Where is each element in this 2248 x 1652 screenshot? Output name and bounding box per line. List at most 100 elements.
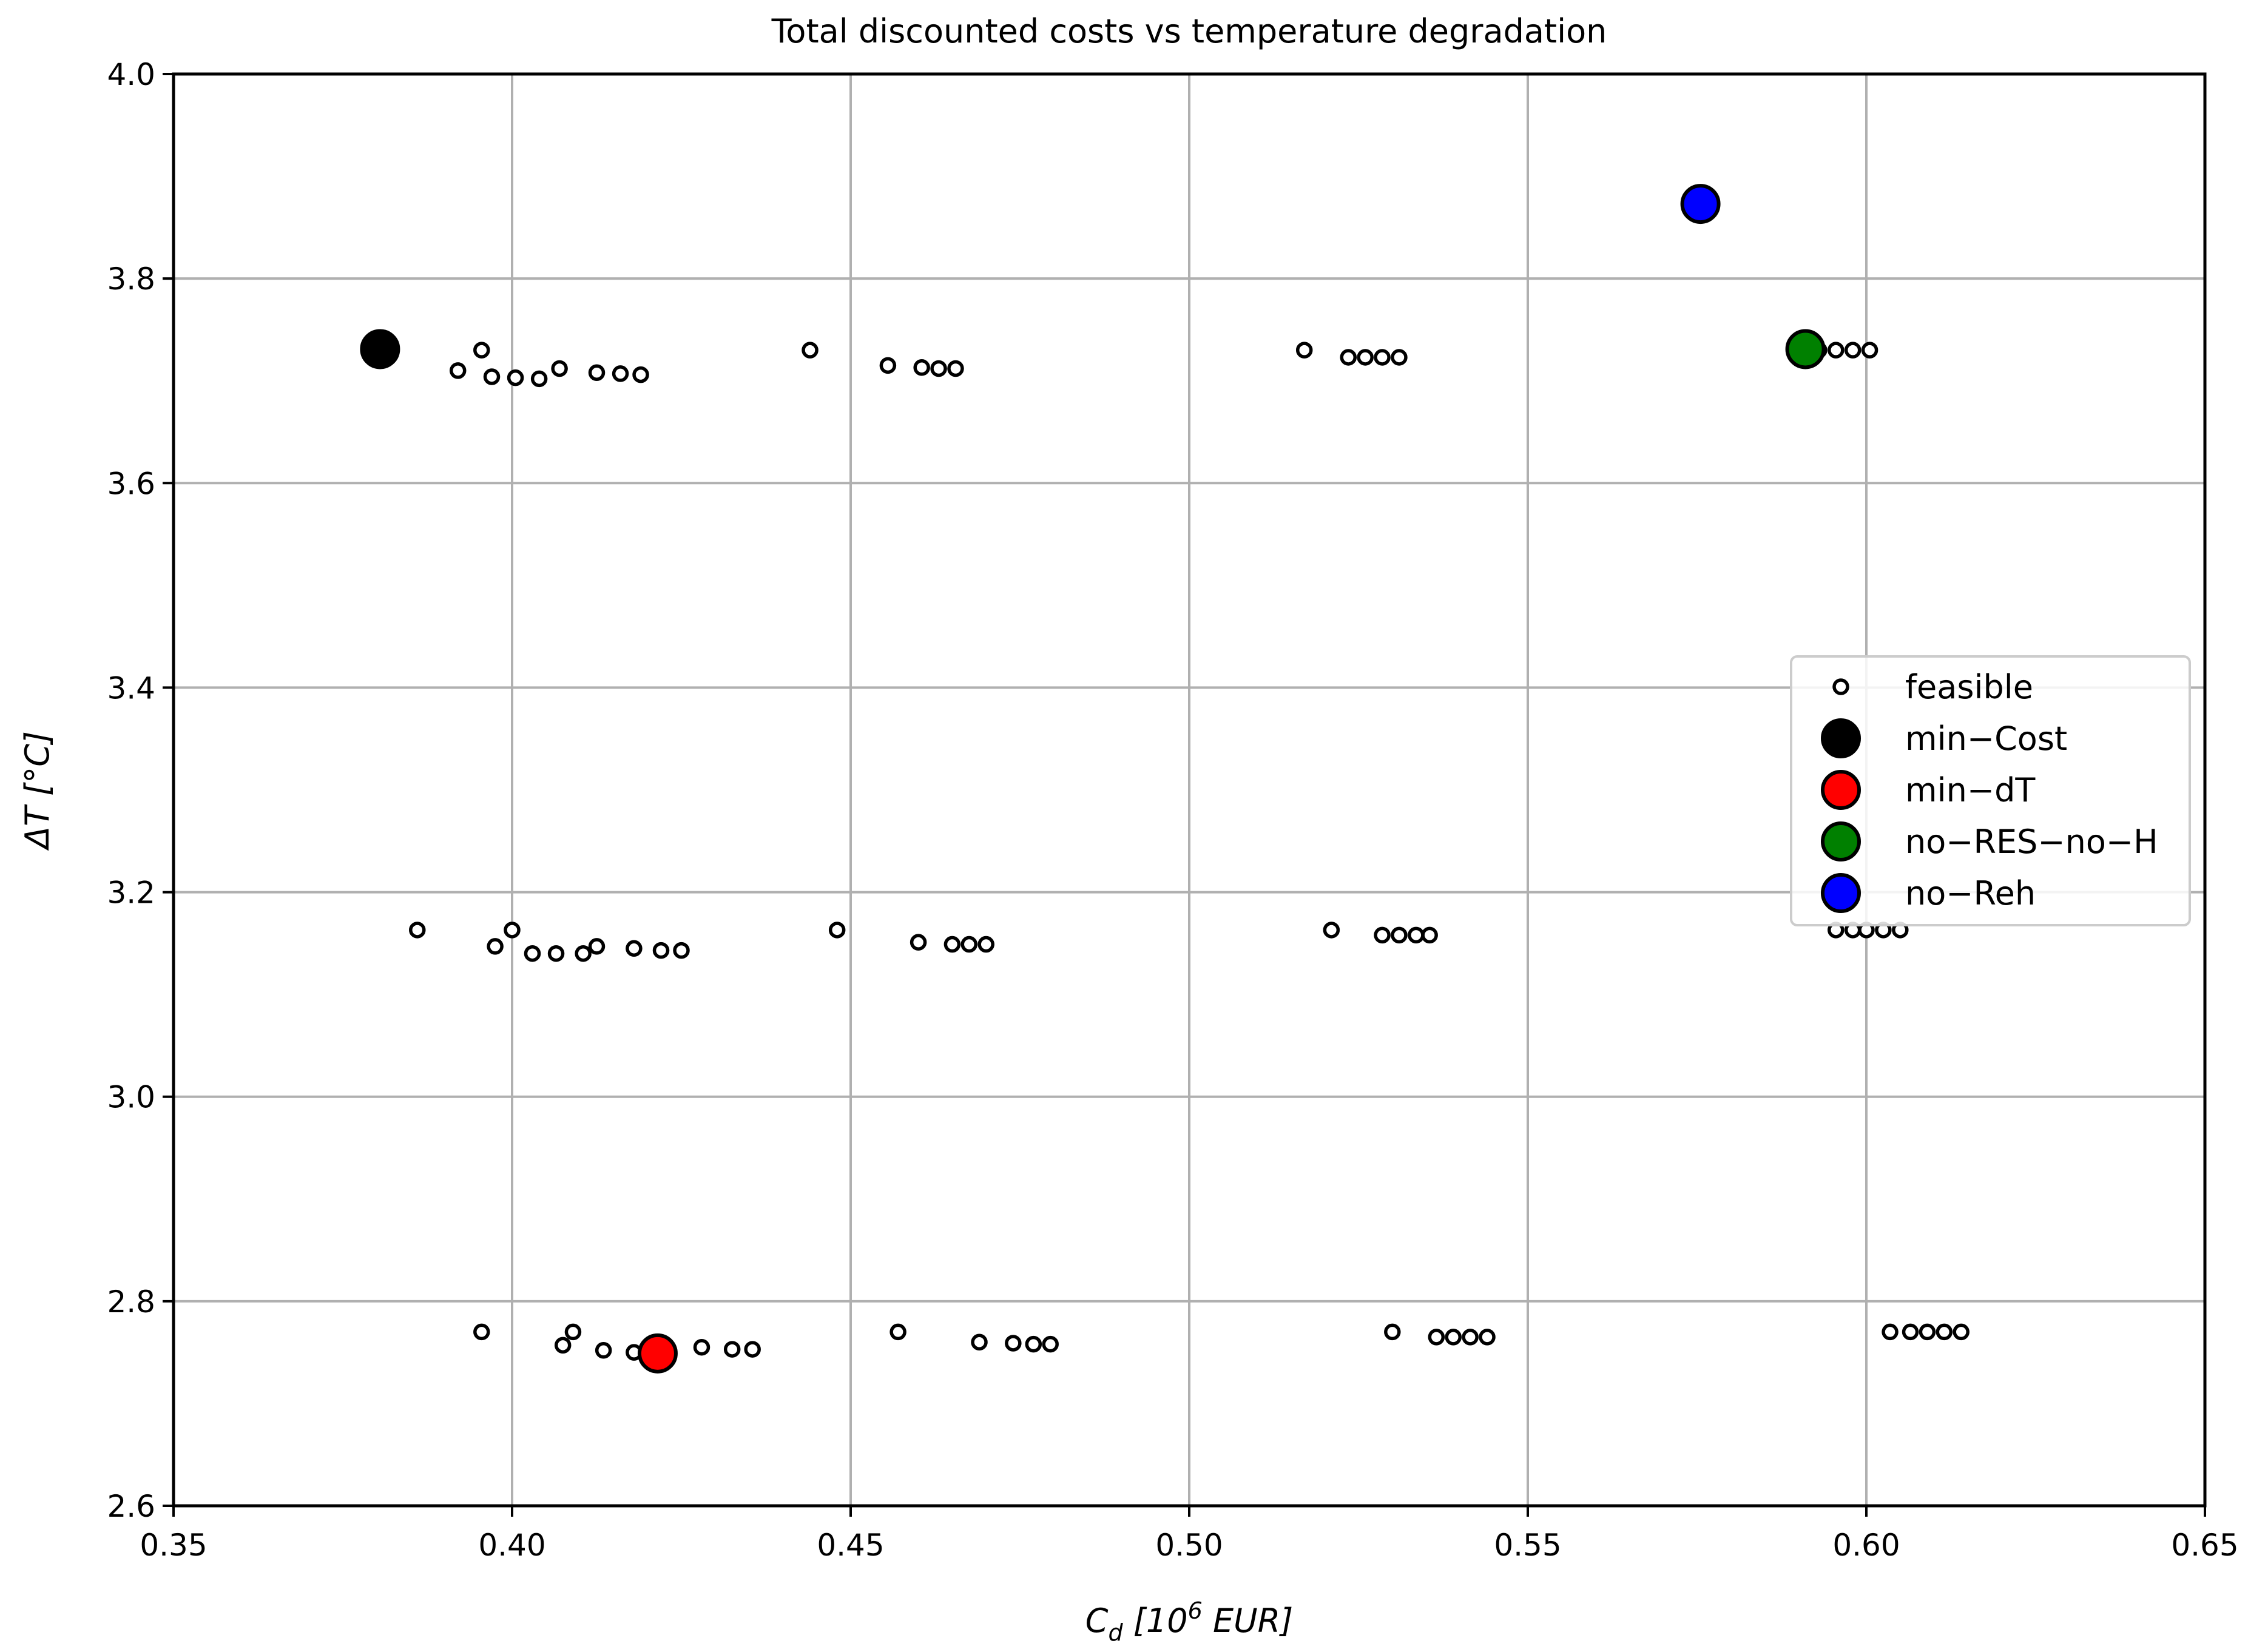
marker-min-dt — [637, 1333, 678, 1374]
y-tick-label: 3.4 — [107, 670, 155, 706]
legend-label: min−dT — [1905, 771, 2036, 809]
legend-label: feasible — [1905, 668, 2033, 706]
feasible-point — [626, 940, 643, 957]
feasible-point — [487, 938, 504, 955]
feasible-point — [575, 945, 592, 962]
marker-min-cost — [360, 329, 400, 369]
feasible-point — [673, 942, 690, 959]
x-tick-label: 0.35 — [140, 1528, 207, 1563]
feasible-point — [1408, 926, 1425, 944]
feasible-point — [960, 936, 978, 953]
feasible-point — [1445, 1329, 1462, 1346]
feasible-point — [1428, 1329, 1445, 1346]
feasible-point — [1421, 926, 1438, 944]
feasible-point — [507, 369, 524, 386]
feasible-point — [1391, 926, 1408, 944]
y-tick-label: 3.0 — [107, 1080, 155, 1115]
x-tick-label: 0.55 — [1494, 1528, 1561, 1563]
feasible-point — [1953, 1323, 1970, 1341]
grid-lines — [174, 74, 2205, 1506]
feasible-point — [977, 936, 994, 953]
feasible-point — [564, 1323, 582, 1341]
feasible-point — [530, 370, 548, 388]
feasible-point — [632, 366, 649, 383]
x-tick-label: 0.60 — [1832, 1528, 1900, 1563]
legend: feasible min−Cost min−dT no−RES−no−H no−Reh — [1790, 655, 2191, 926]
legend-label: min−Cost — [1905, 720, 2067, 758]
feasible-point — [1005, 1335, 1022, 1352]
feasible-point — [1462, 1329, 1479, 1346]
feasible-point — [1479, 1329, 1496, 1346]
feasible-point — [1844, 342, 1862, 359]
feasible-point — [1374, 349, 1391, 366]
legend-label: no−RES−no−H — [1905, 823, 2158, 861]
legend-marker — [1821, 873, 1861, 913]
feasible-point — [1340, 349, 1357, 366]
feasible-point — [1828, 342, 1845, 359]
feasible-point — [693, 1338, 711, 1356]
feasible-point — [889, 1323, 906, 1341]
feasible-point — [554, 1337, 572, 1354]
feasible-point — [595, 1342, 612, 1359]
feasible-point — [1374, 926, 1391, 944]
feasible-point — [1042, 1335, 1059, 1353]
legend-marker — [1821, 770, 1861, 810]
y-tick-label: 4.0 — [107, 57, 155, 92]
feasible-point — [409, 922, 426, 939]
y-tick-label: 2.8 — [107, 1284, 155, 1320]
feasible-point — [744, 1341, 761, 1358]
feasible-point — [483, 368, 501, 385]
x-tick-label: 0.50 — [1155, 1528, 1223, 1563]
feasible-point — [723, 1341, 741, 1358]
legend-marker — [1821, 821, 1861, 861]
y-tick-label: 2.6 — [107, 1489, 155, 1524]
feasible-point — [1882, 1323, 1899, 1341]
y-tick-label: 3.6 — [107, 466, 155, 501]
feasible-point — [449, 362, 467, 379]
feasible-point — [910, 934, 927, 951]
feasible-point — [588, 938, 606, 955]
legend-marker-feasible — [1832, 678, 1849, 695]
legend-marker — [1821, 718, 1861, 758]
feasible-point — [652, 942, 670, 959]
feasible-point — [588, 364, 606, 381]
feasible-point — [524, 945, 541, 962]
feasible-point — [612, 365, 629, 382]
feasible-point — [1025, 1335, 1042, 1353]
feasible-point — [971, 1333, 988, 1351]
legend-box — [1790, 655, 2191, 926]
legend-label: no−Reh — [1905, 874, 2036, 912]
feasible-point — [1391, 349, 1408, 366]
feasible-point — [473, 1323, 490, 1341]
y-axis-label: ΔT [°C] — [18, 731, 56, 851]
feasible-point — [930, 360, 947, 377]
feasible-point — [1357, 349, 1374, 366]
feasible-point — [943, 936, 961, 953]
feasible-point — [879, 357, 897, 374]
axis-ticks: 0.35 0.40 0.45 0.50 0.55 0.60 0.65 2.6 2.8 3.0 3.2… — [107, 57, 2238, 1563]
marker-no-res-no-h — [1785, 329, 1826, 369]
feasible-point — [802, 342, 819, 359]
feasible-point — [913, 359, 930, 376]
x-tick-label: 0.40 — [478, 1528, 545, 1563]
feasible-point — [828, 922, 846, 939]
feasible-point — [947, 360, 964, 377]
feasible-point — [473, 342, 490, 359]
feasible-point — [547, 945, 565, 962]
feasible-point — [1861, 342, 1878, 359]
chart-title: Total discounted costs vs temperature de… — [771, 12, 1607, 50]
x-tick-label: 0.65 — [2171, 1528, 2238, 1563]
feasible-point — [1323, 922, 1340, 939]
feasible-point — [1936, 1323, 1953, 1341]
feasible-point — [551, 360, 568, 377]
x-tick-label: 0.45 — [817, 1528, 884, 1563]
feasible-point — [504, 922, 521, 939]
feasible-point — [1919, 1323, 1936, 1341]
y-tick-label: 3.2 — [107, 875, 155, 911]
x-axis-label: Cd [106 EUR] — [1085, 1597, 1293, 1646]
y-tick-label: 3.8 — [107, 261, 155, 297]
feasible-point — [1384, 1323, 1401, 1341]
marker-no-reh — [1680, 184, 1721, 224]
feasible-point — [1295, 342, 1313, 359]
